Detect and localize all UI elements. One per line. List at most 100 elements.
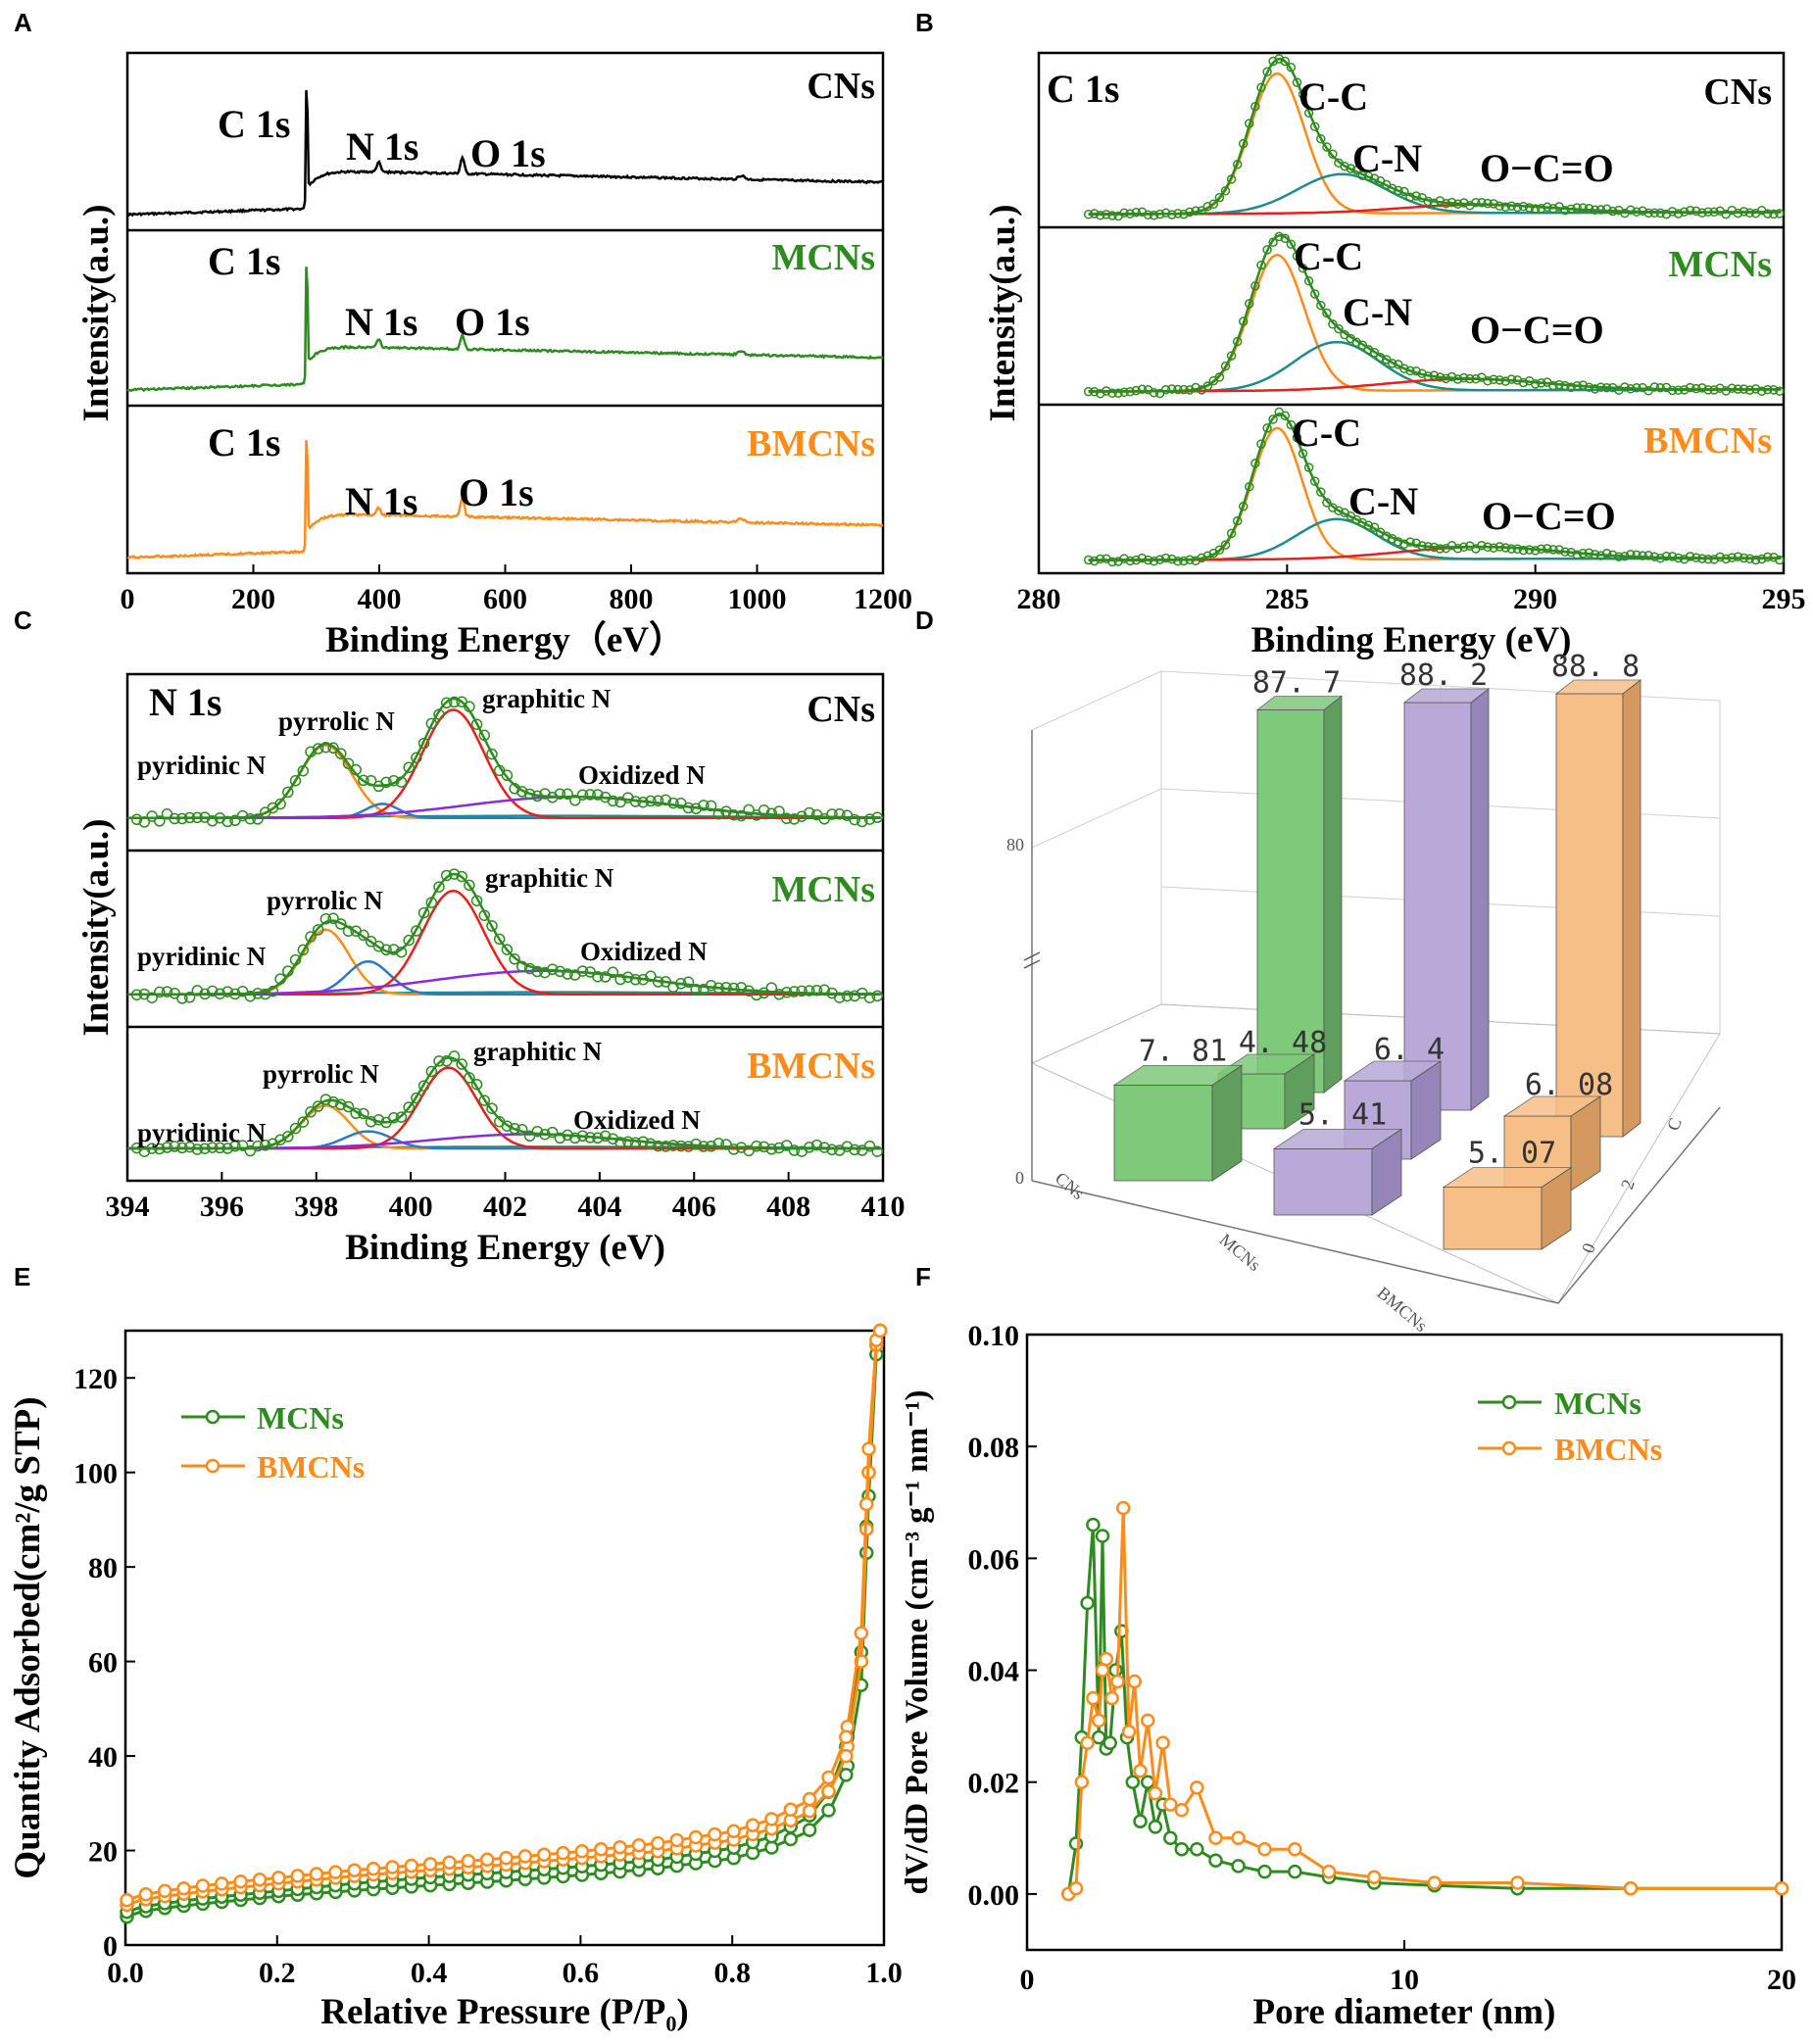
data-point xyxy=(667,1140,679,1151)
data-point xyxy=(1185,207,1195,218)
data-point xyxy=(1775,209,1785,219)
data-point xyxy=(380,776,392,789)
data-point xyxy=(1494,542,1504,552)
data-point xyxy=(804,1142,815,1153)
peak-label: O 1s xyxy=(459,470,534,514)
data-point xyxy=(1256,439,1266,449)
data-point xyxy=(319,913,332,925)
data-point xyxy=(556,1845,570,1861)
y-tick-label: 40 xyxy=(88,1741,118,1774)
data-point xyxy=(1298,89,1308,100)
data-point xyxy=(1163,1830,1178,1846)
data-point xyxy=(1148,1820,1163,1834)
data-point xyxy=(1423,371,1433,381)
data-point xyxy=(1572,203,1582,213)
data-point xyxy=(810,1139,823,1151)
data-point xyxy=(176,1880,191,1896)
data-point xyxy=(169,812,180,825)
data-point xyxy=(1125,209,1135,219)
data-point xyxy=(1262,245,1272,255)
data-point xyxy=(1691,206,1701,217)
x-axis-label: Relative Pressure (P/P₀) xyxy=(320,1992,689,2032)
data-point xyxy=(637,1136,649,1147)
panel-label-A: A xyxy=(14,8,32,37)
legend-label: MCNs xyxy=(257,1400,344,1436)
data-point xyxy=(675,1140,687,1152)
bar-front-MCNs xyxy=(1272,1128,1403,1216)
data-point xyxy=(863,992,876,1003)
data-point xyxy=(1518,545,1529,556)
data-point xyxy=(290,1869,305,1883)
data-point xyxy=(169,988,180,999)
data-point xyxy=(539,1128,551,1141)
component-label: Oxidized N xyxy=(580,937,708,966)
data-point xyxy=(1429,198,1440,209)
data-point xyxy=(1286,63,1297,73)
y-tick-label: 120 xyxy=(74,1363,118,1395)
data-point xyxy=(448,868,461,880)
data-point xyxy=(479,1852,495,1867)
data-point xyxy=(1107,557,1117,567)
data-point xyxy=(403,761,415,773)
data-point xyxy=(1202,202,1213,212)
fit-curve-1 xyxy=(1088,340,1782,393)
data-point xyxy=(1512,375,1523,385)
x-tick-label: 1200 xyxy=(854,583,912,615)
value-label: 5. 41 xyxy=(1298,1097,1387,1132)
data-point xyxy=(1673,209,1684,219)
data-point xyxy=(501,944,514,955)
component-label: graphitic N xyxy=(485,863,614,893)
data-point xyxy=(726,1824,741,1839)
data-point xyxy=(274,973,286,985)
data-point xyxy=(169,1141,180,1152)
x-tick-label: 0 xyxy=(121,583,135,615)
data-point xyxy=(1697,383,1707,393)
data-point xyxy=(1626,550,1636,560)
component-label: O−C=O xyxy=(1482,494,1616,538)
bar-top xyxy=(1402,688,1491,704)
data-point xyxy=(1086,1690,1101,1706)
data-point xyxy=(120,1892,134,1908)
data-point xyxy=(1366,1870,1382,1885)
data-point xyxy=(1471,197,1481,208)
data-point xyxy=(1220,361,1231,371)
data-point xyxy=(660,794,672,806)
data-point xyxy=(297,764,310,777)
value-label: 5. 07 xyxy=(1468,1137,1556,1171)
data-point xyxy=(1107,211,1117,220)
data-point xyxy=(312,743,324,754)
data-point xyxy=(1733,552,1743,561)
data-point xyxy=(309,1867,324,1881)
data-point xyxy=(523,788,536,801)
data-point xyxy=(395,946,408,958)
data-point xyxy=(688,1829,704,1845)
data-point xyxy=(425,1065,438,1078)
data-point xyxy=(417,906,430,919)
data-point xyxy=(1483,542,1493,553)
data-point xyxy=(1214,192,1225,203)
data-point xyxy=(1566,204,1576,215)
bar-front-CNs xyxy=(1112,1064,1244,1182)
data-point xyxy=(1763,552,1773,562)
data-point xyxy=(1226,528,1237,539)
data-point xyxy=(1202,381,1213,391)
data-point xyxy=(531,790,544,803)
data-point xyxy=(358,929,369,942)
data-point xyxy=(652,795,664,807)
data-point xyxy=(1322,308,1332,318)
sample-label-MCNs: MCNs xyxy=(771,869,875,910)
data-point xyxy=(1560,547,1570,557)
data-point xyxy=(1601,548,1612,559)
data-point xyxy=(536,1847,552,1862)
data-point xyxy=(252,813,264,825)
data-point xyxy=(1160,553,1171,563)
data-point xyxy=(802,1823,817,1837)
x-tick-label: 398 xyxy=(294,1191,338,1223)
data-point xyxy=(645,795,657,807)
data-point xyxy=(1548,545,1558,555)
data-point xyxy=(327,1095,339,1108)
data-point xyxy=(1405,192,1415,202)
sample-label-CNs: CNs xyxy=(807,66,875,107)
data-point xyxy=(516,1124,528,1136)
data-point xyxy=(1238,138,1249,149)
